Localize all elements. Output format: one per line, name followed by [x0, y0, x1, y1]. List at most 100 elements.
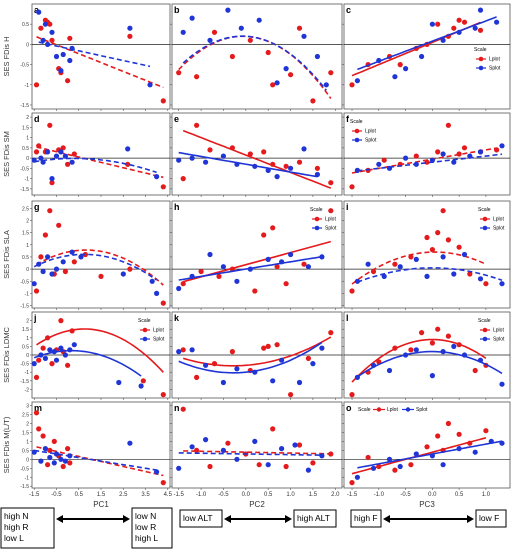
point-splot [461, 352, 468, 358]
point-splot [456, 446, 462, 452]
x-tick-label: 0.5 [75, 492, 84, 498]
point-splot [127, 25, 133, 31]
point-splot [67, 347, 73, 353]
point-splot [429, 373, 435, 379]
panel-a: a -1.5 -1 -0.5 0 0.5 [20, 3, 171, 111]
point-lplot [160, 300, 166, 306]
gradient-right-label: low R [135, 522, 156, 532]
point-splot [69, 159, 75, 165]
point-lplot [445, 420, 451, 427]
point-splot [120, 271, 126, 277]
legend-dot-lplot [376, 407, 382, 412]
x-tick-label: 0.5 [455, 492, 464, 498]
point-lplot [67, 460, 73, 466]
point-splot [78, 254, 84, 260]
point-splot [499, 440, 505, 446]
point-splot [296, 379, 303, 386]
panel-letter: l [346, 313, 349, 323]
point-lplot [408, 347, 414, 353]
legend-label-lplot: Lplot [365, 129, 376, 135]
legend-title: Scale [478, 207, 491, 213]
point-splot [461, 251, 468, 258]
panel-plot-area [176, 7, 334, 104]
point-lplot [49, 361, 55, 367]
point-splot [392, 74, 398, 80]
point-splot [69, 45, 75, 52]
point-splot [265, 256, 271, 262]
point-splot [354, 167, 360, 173]
point-splot [234, 278, 240, 284]
y-tick-label: 2 [26, 218, 29, 224]
x-tick-label: -0.5 [218, 492, 229, 498]
point-lplot [483, 281, 489, 287]
point-splot [288, 251, 294, 258]
point-splot [67, 453, 73, 459]
point-lplot [47, 21, 53, 27]
point-lplot [424, 444, 430, 450]
y-tick-label: -0.5 [20, 466, 29, 472]
point-lplot [247, 151, 253, 157]
point-lplot [392, 467, 398, 473]
point-splot [42, 21, 49, 27]
point-lplot [69, 328, 75, 334]
point-lplot [456, 431, 462, 437]
point-splot [58, 149, 64, 155]
panel-letter: g [34, 202, 40, 212]
y-tick-label: -1.5 [20, 379, 29, 385]
point-lplot [419, 330, 425, 336]
point-splot [67, 57, 73, 64]
point-splot [305, 467, 311, 473]
y-tick-label: 1 [26, 439, 29, 445]
gradient-right-label: high L [135, 533, 158, 543]
point-lplot [365, 454, 371, 461]
point-lplot [296, 25, 303, 31]
fit-line-splot [34, 157, 157, 174]
point-splot [413, 161, 419, 167]
point-splot [45, 41, 51, 48]
fit-line-splot [356, 350, 503, 378]
point-lplot [58, 318, 64, 324]
legend-title: Scale [474, 47, 487, 53]
point-splot [207, 251, 213, 258]
point-splot [499, 281, 505, 287]
point-splot [440, 37, 446, 43]
point-lplot [42, 232, 49, 238]
point-splot [36, 261, 42, 267]
point-splot [220, 379, 226, 386]
gradient-arrow-left-head [56, 515, 63, 523]
x-tick-label: 0.5 [264, 492, 273, 498]
point-lplot [381, 157, 387, 163]
point-splot [225, 7, 231, 13]
y-tick-label: 0 [26, 42, 29, 48]
point-splot [370, 362, 377, 368]
point-splot [40, 268, 46, 275]
point-lplot [49, 37, 55, 43]
y-tick-label: 1.5 [22, 231, 29, 237]
point-lplot [392, 261, 398, 267]
point-splot [116, 379, 122, 386]
point-splot [397, 264, 403, 270]
point-lplot [98, 273, 104, 279]
point-lplot [65, 161, 71, 167]
point-splot [440, 349, 446, 355]
point-splot [451, 271, 457, 277]
point-splot [314, 53, 320, 60]
point-lplot [60, 145, 66, 151]
point-splot [49, 29, 55, 35]
point-splot [154, 290, 160, 296]
point-splot [403, 66, 409, 72]
legend-label-lplot: Lplot [387, 407, 398, 413]
y-tick-label: -1.5 [20, 187, 29, 193]
point-lplot [456, 342, 462, 348]
gradient-right-box [475, 509, 507, 528]
point-lplot [45, 462, 51, 468]
point-lplot [296, 442, 303, 448]
fit-line-lplot [351, 338, 487, 383]
point-lplot [301, 261, 307, 267]
point-lplot [435, 230, 441, 236]
point-splot [323, 82, 329, 88]
legend-dot-splot [482, 225, 488, 231]
